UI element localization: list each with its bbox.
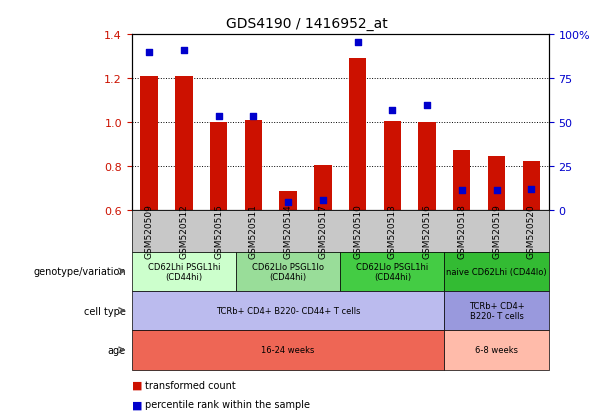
Point [318,197,328,204]
Point [492,188,501,194]
Text: GSM520511: GSM520511 [249,204,258,259]
Text: GSM520512: GSM520512 [180,204,188,259]
Point [214,113,224,120]
Text: percentile rank within the sample: percentile rank within the sample [145,399,310,409]
Text: GSM520520: GSM520520 [527,204,536,259]
Text: TCRb+ CD4+ B220- CD44+ T cells: TCRb+ CD4+ B220- CD44+ T cells [216,306,360,315]
Bar [210,123,227,211]
Text: cell type: cell type [84,306,126,316]
Text: GSM520516: GSM520516 [422,204,432,259]
Bar [280,192,297,211]
Point [179,47,189,54]
Bar [418,123,436,211]
Bar [488,157,505,211]
Text: TCRb+ CD4+
B220- T cells: TCRb+ CD4+ B220- T cells [469,301,524,320]
Point [352,40,362,46]
Text: GSM520517: GSM520517 [318,204,327,259]
Text: genotype/variation: genotype/variation [33,266,126,277]
Point [387,107,397,114]
Text: GSM520509: GSM520509 [145,204,154,259]
Text: age: age [107,345,126,355]
Text: 16-24 weeks: 16-24 weeks [261,346,315,354]
Text: transformed count: transformed count [145,380,236,390]
Point [283,199,293,206]
Point [527,187,536,193]
Text: ■: ■ [132,380,142,390]
Text: GSM520510: GSM520510 [353,204,362,259]
Text: GSM520518: GSM520518 [457,204,466,259]
Bar [175,77,192,211]
Point [144,49,154,56]
Text: CD62Llo PSGL1hi
(CD44hi): CD62Llo PSGL1hi (CD44hi) [356,262,428,281]
Text: GSM520513: GSM520513 [388,204,397,259]
Text: GSM520519: GSM520519 [492,204,501,259]
Text: naive CD62Lhi (CD44lo): naive CD62Lhi (CD44lo) [446,267,547,276]
Text: CD62Lhi PSGL1hi
(CD44hi): CD62Lhi PSGL1hi (CD44hi) [148,262,220,281]
Point [422,102,432,109]
Bar [140,77,158,211]
Text: CD62Llo PSGL1lo
(CD44hi): CD62Llo PSGL1lo (CD44hi) [252,262,324,281]
Bar [245,121,262,211]
Text: 6-8 weeks: 6-8 weeks [475,346,518,354]
Text: ■: ■ [132,399,142,409]
Bar [384,122,401,211]
Bar [522,161,540,211]
Bar [349,59,367,211]
Text: GSM520514: GSM520514 [284,204,292,259]
Point [457,188,466,194]
Point [248,113,258,120]
Bar [314,166,332,211]
Bar [453,150,471,211]
Text: GDS4190 / 1416952_at: GDS4190 / 1416952_at [226,17,387,31]
Text: GSM520515: GSM520515 [214,204,223,259]
